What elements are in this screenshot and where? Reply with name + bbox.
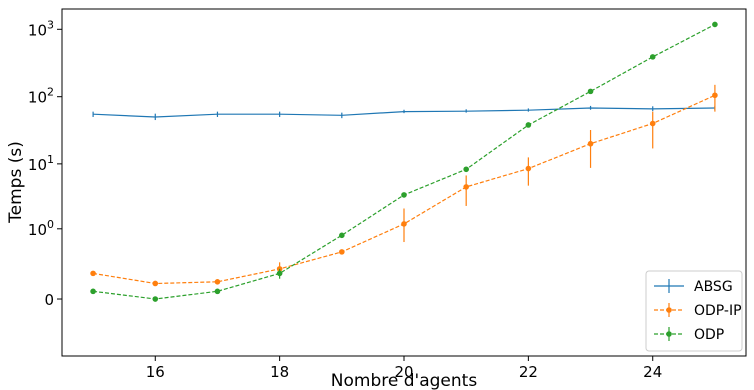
data-point bbox=[339, 232, 345, 239]
y-tick-label: 101 bbox=[28, 153, 54, 174]
data-point bbox=[712, 21, 718, 28]
data-point bbox=[587, 140, 594, 147]
data-point bbox=[525, 165, 532, 172]
y-tick-label: 0 bbox=[44, 291, 54, 309]
data-point bbox=[152, 296, 159, 302]
y-axis-label: Temps (s) bbox=[6, 141, 26, 224]
legend-item-absg: ABSG bbox=[654, 279, 733, 295]
x-tick-label: 18 bbox=[270, 363, 289, 381]
data-point bbox=[214, 279, 221, 285]
data-point bbox=[90, 270, 96, 277]
series-line bbox=[93, 94, 716, 285]
series-odp-ip bbox=[90, 84, 718, 287]
series-odp bbox=[90, 21, 718, 302]
series-absg bbox=[92, 105, 716, 121]
series-line bbox=[93, 107, 715, 118]
data-point bbox=[463, 184, 469, 190]
series-line bbox=[93, 23, 716, 300]
data-point bbox=[339, 249, 345, 255]
y-tick-label: 103 bbox=[28, 18, 54, 39]
legend-item-odp: ODP bbox=[654, 327, 724, 343]
data-point bbox=[463, 166, 469, 173]
legend-label: ODP bbox=[694, 327, 724, 343]
data-point bbox=[401, 192, 407, 198]
data-point bbox=[525, 122, 532, 128]
legend-label: ODP-IP bbox=[694, 303, 742, 319]
legend-label: ABSG bbox=[694, 279, 733, 295]
data-point bbox=[276, 270, 283, 277]
y-tick-label: 100 bbox=[28, 218, 54, 239]
x-tick-label: 22 bbox=[519, 363, 538, 381]
x-tick-label: 16 bbox=[146, 363, 165, 381]
plot-area bbox=[90, 21, 718, 302]
legend-marker bbox=[666, 307, 672, 313]
data-point bbox=[152, 280, 159, 287]
legend: ABSG ODP-IP ODP bbox=[645, 270, 743, 352]
x-axis-label: Nombre d'agents bbox=[331, 371, 478, 390]
x-tick-label: 24 bbox=[643, 363, 662, 381]
x-tick-label: 20 bbox=[394, 363, 413, 381]
data-point bbox=[587, 88, 594, 95]
axes: 16 18 20 22 24 0 100 101 102 103 bbox=[28, 18, 662, 381]
data-point bbox=[214, 288, 221, 295]
data-point bbox=[712, 92, 718, 99]
legend-box bbox=[645, 270, 743, 352]
data-point bbox=[649, 120, 656, 127]
data-point bbox=[90, 288, 96, 295]
y-tick-label: 102 bbox=[28, 86, 54, 107]
data-point bbox=[649, 54, 656, 60]
legend-item-odp-ip: ODP-IP bbox=[654, 303, 742, 319]
legend-marker bbox=[666, 331, 672, 337]
data-point bbox=[401, 221, 407, 227]
plot-frame bbox=[61, 8, 747, 357]
